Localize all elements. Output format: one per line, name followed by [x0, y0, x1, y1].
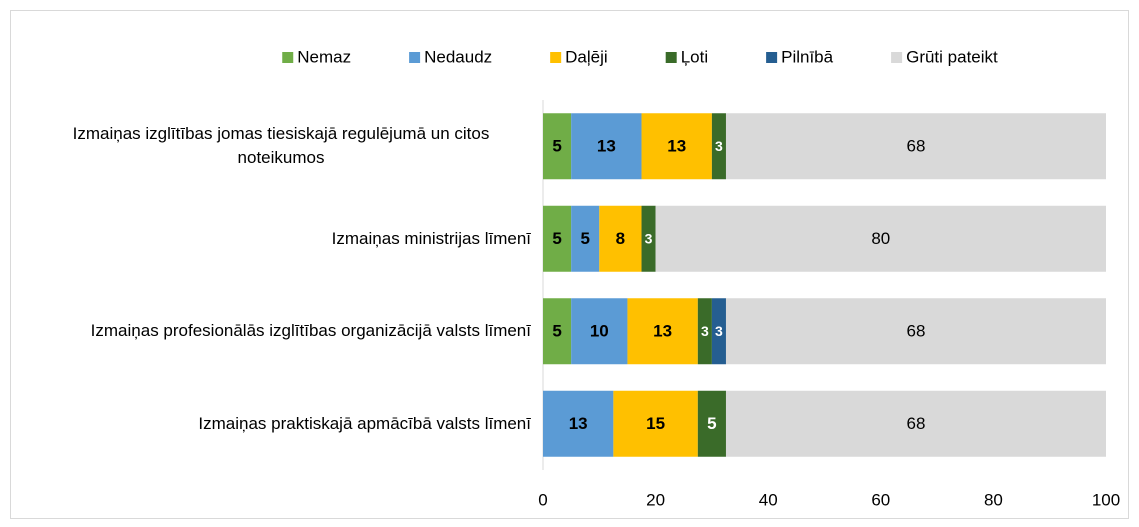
- legend-label: Nedaudz: [424, 47, 492, 66]
- bar-segment: [543, 390, 614, 457]
- bar-segment: [697, 390, 726, 457]
- bar-segment: [725, 113, 1106, 180]
- bar-segment: [599, 205, 642, 272]
- legend-label: Daļēji: [565, 47, 608, 66]
- legend-swatch: [282, 52, 294, 63]
- legend-swatch: [409, 52, 421, 63]
- data-label: 68: [907, 322, 926, 341]
- legend-swatch: [766, 52, 778, 63]
- bar-segment: [641, 205, 656, 272]
- legend-label: Pilnībā: [781, 47, 834, 66]
- bar-segment: [543, 298, 572, 365]
- bar-segment: [627, 298, 698, 365]
- category-label: Izmaiņas izglītības jomas tiesiskajā reg…: [72, 124, 490, 168]
- data-label: 5: [580, 229, 589, 248]
- x-tick-label: 40: [759, 490, 778, 509]
- category-label: Izmaiņas praktiskajā apmācībā valsts līm…: [198, 413, 531, 433]
- data-label: 80: [871, 229, 890, 248]
- data-label: 68: [907, 137, 926, 156]
- data-label: 15: [646, 414, 665, 433]
- data-label: 5: [707, 414, 716, 433]
- data-label: 13: [569, 414, 588, 433]
- data-label: 13: [597, 137, 616, 156]
- bar-segment: [613, 390, 698, 457]
- bar-segment: [543, 113, 572, 180]
- bar-segment: [711, 113, 726, 180]
- bar-segment: [697, 298, 712, 365]
- bar-segment: [725, 298, 1106, 365]
- bar-segment: [711, 298, 726, 365]
- bar-segment: [641, 113, 712, 180]
- legend-label: Grūti pateikt: [906, 47, 998, 66]
- data-label: 3: [715, 138, 723, 154]
- x-tick-label: 80: [984, 490, 1003, 509]
- category-label: Izmaiņas ministrijas līmenī: [331, 228, 531, 248]
- data-label: 10: [590, 322, 609, 341]
- x-tick-label: 100: [1092, 490, 1120, 509]
- data-label: 5: [552, 322, 561, 341]
- legend-swatch: [550, 52, 562, 63]
- data-label: 68: [907, 414, 926, 433]
- bar-segment: [655, 205, 1106, 272]
- x-tick-label: 60: [871, 490, 890, 509]
- data-label: 3: [715, 323, 723, 339]
- data-label: 3: [701, 323, 709, 339]
- category-label: Izmaiņas profesionālās izglītības organi…: [90, 321, 531, 341]
- bar-segment: [543, 205, 572, 272]
- legend-swatch: [665, 52, 677, 63]
- data-label: 5: [552, 229, 561, 248]
- data-label: 8: [616, 229, 625, 248]
- legend-swatch: [891, 52, 903, 63]
- bar-segment: [571, 113, 642, 180]
- data-label: 13: [653, 322, 672, 341]
- x-tick-label: 20: [646, 490, 665, 509]
- bar-segment: [571, 205, 600, 272]
- bar-segment: [725, 390, 1106, 457]
- data-label: 13: [667, 137, 686, 156]
- legend-label: Nemaz: [297, 47, 351, 66]
- data-label: 5: [552, 137, 561, 156]
- bar-segment: [571, 298, 628, 365]
- data-label: 3: [645, 230, 653, 246]
- legend-label: Ļoti: [681, 47, 708, 66]
- x-tick-label: 0: [538, 490, 547, 509]
